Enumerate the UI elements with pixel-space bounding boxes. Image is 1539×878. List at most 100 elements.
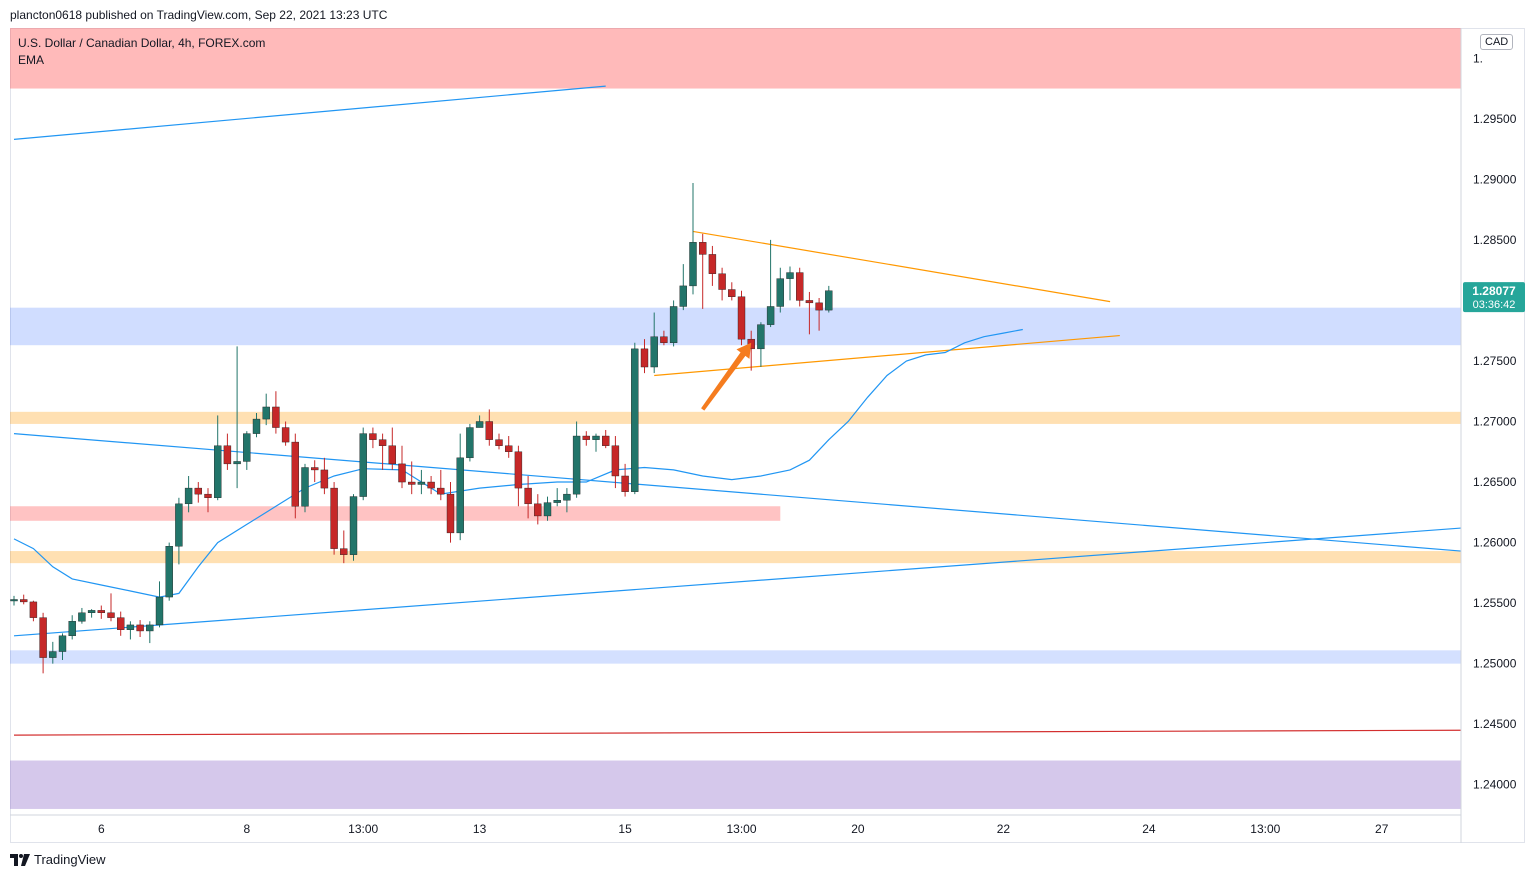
candle-body xyxy=(136,624,144,632)
candle-body xyxy=(602,435,610,446)
chart-frame xyxy=(10,28,1525,843)
candle-body xyxy=(87,610,96,614)
time-tick-label: 20 xyxy=(851,822,865,836)
zone-band xyxy=(10,506,781,521)
candle-body xyxy=(718,273,726,290)
price-tick-label: 1.29000 xyxy=(1473,172,1517,186)
candle-body xyxy=(815,302,823,311)
bar-countdown-label: 03:36:42 xyxy=(1473,299,1516,311)
price-tick-label: 1.26500 xyxy=(1473,475,1517,489)
symbol-title: U.S. Dollar / Canadian Dollar, 4h, FOREX… xyxy=(18,36,266,50)
price-tick-label: 1.28500 xyxy=(1473,233,1517,247)
candle-body xyxy=(757,324,765,350)
candle-body xyxy=(796,272,804,301)
candle-body xyxy=(175,503,183,547)
price-tick-label: 1.24500 xyxy=(1473,717,1517,731)
trendline-line xyxy=(13,85,606,140)
candle-body xyxy=(553,500,561,503)
candle-body xyxy=(398,463,406,483)
candle-body xyxy=(572,435,581,495)
candle-body xyxy=(58,635,67,652)
price-tick-label: 1.25500 xyxy=(1473,596,1517,610)
price-tick-label: 1.25000 xyxy=(1473,657,1517,671)
price-tick-label: 1.29500 xyxy=(1473,112,1517,126)
redline-line xyxy=(13,729,1461,736)
indicator-label: EMA xyxy=(18,53,45,67)
trendline-line xyxy=(13,527,1461,637)
candle-body xyxy=(126,624,135,630)
candle-body xyxy=(699,242,707,255)
candle-body xyxy=(669,306,678,344)
candle-body xyxy=(29,601,38,618)
footer-brand[interactable]: TradingView xyxy=(10,852,106,867)
candle-body xyxy=(747,338,755,350)
time-tick-label: 15 xyxy=(618,822,632,836)
candle-body xyxy=(78,612,86,622)
candle-body xyxy=(495,439,503,446)
time-tick-label: 8 xyxy=(243,822,250,836)
annotation-arrow-shape xyxy=(701,342,752,411)
zone-band xyxy=(10,307,1461,346)
candle-body xyxy=(49,651,57,658)
candle-body xyxy=(369,433,377,440)
price-tick-label: 1.27500 xyxy=(1473,354,1517,368)
candle-body xyxy=(737,296,746,340)
time-tick-label: 6 xyxy=(98,822,105,836)
candle-body xyxy=(340,548,348,555)
candle-body xyxy=(184,487,193,505)
time-tick-label: 24 xyxy=(1142,822,1156,836)
candle-body xyxy=(320,469,329,489)
candle-body xyxy=(786,272,794,279)
candle-body xyxy=(39,617,47,658)
price-tick-label: 1.24000 xyxy=(1473,778,1517,792)
candle-body xyxy=(155,596,164,626)
annotation-arrow xyxy=(701,342,752,411)
candle-body xyxy=(165,546,173,598)
candle-body xyxy=(728,289,736,297)
candle-body xyxy=(640,348,649,368)
candle-body xyxy=(223,445,232,465)
time-tick-label: 13:00 xyxy=(1250,822,1280,836)
candle-body xyxy=(611,445,620,477)
candle-body xyxy=(311,467,319,471)
tradingview-logo-icon xyxy=(10,853,30,866)
candle-body xyxy=(660,336,668,344)
candle-body xyxy=(330,487,338,549)
candle-body xyxy=(213,445,222,498)
last-price-label: 1.28077 xyxy=(1472,284,1516,298)
zone-band xyxy=(10,760,1461,809)
zone-band xyxy=(10,411,1461,424)
candle-body xyxy=(582,435,590,440)
candle-body xyxy=(446,493,455,534)
candle-body xyxy=(485,421,493,440)
candle-body xyxy=(475,421,484,428)
candle-body xyxy=(456,457,464,534)
candle-body xyxy=(466,427,474,459)
candle-body xyxy=(631,348,639,492)
candle-body xyxy=(272,406,280,428)
candle-body xyxy=(291,441,299,507)
candle-body xyxy=(679,285,687,307)
triangle-line xyxy=(692,230,1111,303)
candle-body xyxy=(437,487,445,495)
candle-body xyxy=(20,599,28,603)
currency-badge[interactable]: CAD xyxy=(1480,34,1514,50)
candle-body xyxy=(107,612,115,618)
time-tick-label: 27 xyxy=(1375,822,1389,836)
zone-band xyxy=(10,551,1461,564)
candle-body xyxy=(233,461,241,465)
candle-body xyxy=(97,610,106,614)
candle-body xyxy=(262,406,270,420)
time-tick-label: 13:00 xyxy=(348,822,378,836)
candle-body xyxy=(805,300,814,304)
candle-body xyxy=(68,621,76,637)
candle-body xyxy=(689,242,697,287)
candle-body xyxy=(766,306,775,325)
candle-body xyxy=(708,254,717,274)
candle-body xyxy=(592,435,600,440)
time-tick-label: 13:00 xyxy=(726,822,756,836)
time-tick-label: 13 xyxy=(473,822,487,836)
candle-body xyxy=(146,624,154,632)
candle-body xyxy=(417,481,426,485)
